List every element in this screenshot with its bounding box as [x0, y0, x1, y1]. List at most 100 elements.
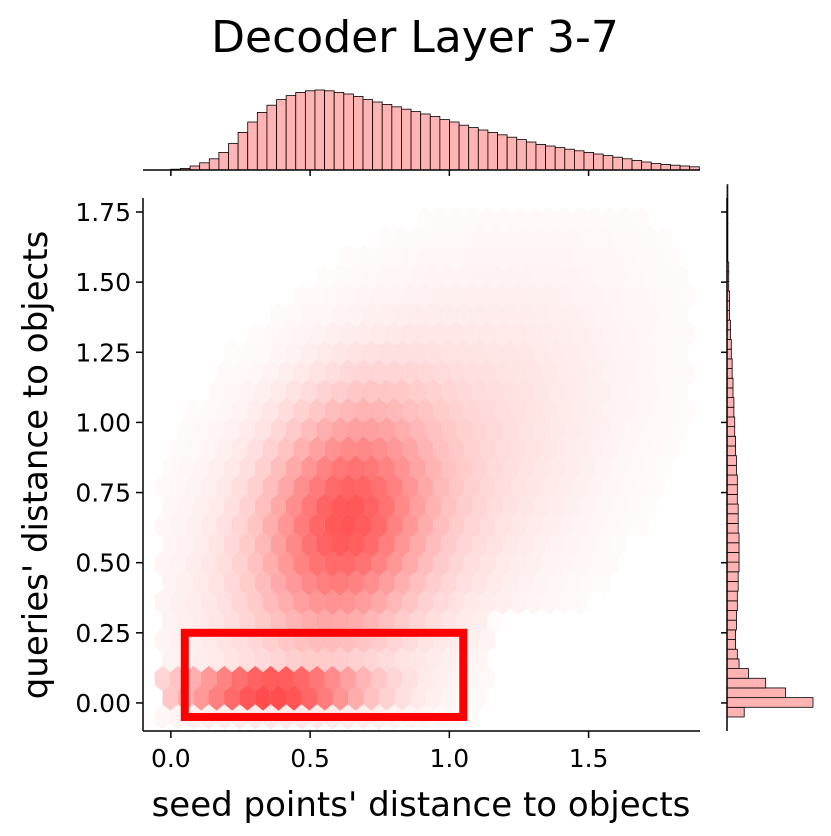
hexbin-cell [332, 302, 348, 328]
hexbin-cell [448, 283, 464, 309]
hexbin-cell [224, 417, 240, 443]
hexbin-cell [324, 665, 341, 692]
y-tick-label: 1.75 [75, 198, 131, 227]
x-marginal-bar [449, 121, 460, 171]
hexbin-cell [502, 340, 518, 366]
hexbin-cell [440, 455, 457, 481]
hexbin-cell [610, 302, 627, 328]
hexbin-cell [201, 551, 217, 577]
hexbin-cell [332, 417, 348, 443]
hexbin-cell [487, 340, 503, 366]
hexbin-cell [378, 493, 395, 520]
x-marginal-bar [573, 150, 585, 171]
hexbin-cell [286, 493, 302, 520]
hexbin-cell [440, 570, 457, 596]
hexbin-cell [471, 493, 488, 520]
hexbin-cell [270, 417, 287, 443]
x-marginal-bar [545, 145, 556, 171]
hexbin-cell [564, 455, 580, 481]
hexbin-cell [317, 417, 333, 443]
hexbin-cell [332, 531, 348, 558]
hexbin-cell [579, 302, 596, 328]
hexbin-cell [332, 455, 348, 481]
x-marginal-bar [256, 112, 268, 171]
hexbin-cell [224, 531, 240, 558]
hexbin-cell [417, 436, 433, 462]
hexbin-cell [332, 685, 348, 711]
hexbin-cell [293, 474, 310, 500]
hexbin-cell [363, 608, 379, 634]
x-tick-label: 1.0 [429, 744, 469, 773]
y-marginal-bar [726, 581, 739, 592]
hexbin-cell [332, 378, 348, 405]
hexbin-cell [247, 436, 263, 462]
y-marginal-bar [726, 532, 740, 544]
y-tick-label: 1.00 [75, 408, 131, 437]
hexbin-cell [394, 685, 410, 711]
y-tick-label: 1.50 [75, 268, 131, 297]
hexbin-cell [433, 359, 449, 386]
y-marginal-bar [726, 406, 735, 418]
hexbin-cell [386, 436, 403, 462]
y-axis-label: queries' distance to objects [16, 231, 56, 700]
hexbin-cell [347, 455, 364, 481]
hexbin-density [154, 244, 634, 730]
hexbin-cell [317, 570, 333, 596]
hexbin-cell [440, 417, 457, 443]
hexbin-cell [340, 397, 356, 424]
hexbin-cell [487, 302, 503, 328]
hexbin-cell [224, 685, 240, 711]
x-marginal-bar [304, 90, 316, 171]
hexbin-cell [448, 321, 464, 347]
hexbin-cell [363, 302, 379, 328]
hexbin-cell [177, 531, 194, 558]
hexbin-cell [185, 512, 202, 539]
hexbin-cell [494, 397, 511, 424]
hexbin-cell [471, 570, 488, 596]
hexbin-cell [394, 531, 410, 558]
hexbin-cell [409, 302, 426, 328]
hexbin-cell [556, 321, 573, 347]
x-marginal-bar [554, 147, 566, 171]
hexbin-cell [347, 340, 364, 366]
hexbin-cell [278, 436, 294, 462]
hexbin-cell [502, 263, 518, 290]
hexbin-cell [355, 589, 372, 615]
hexbin-cell [301, 493, 318, 520]
hexbin-cell [232, 551, 248, 577]
hexbin-cell [293, 359, 310, 386]
hexbin-cell [355, 359, 372, 386]
hexbin-cell [332, 570, 348, 596]
hexbin-cell [463, 397, 480, 424]
x-marginal-bar [324, 90, 335, 171]
hexbin-cell [247, 512, 263, 539]
hexbin-cell [587, 283, 603, 309]
hexbin-cell [363, 340, 379, 366]
x-marginal-bar [458, 124, 470, 171]
hexbin-cell [363, 417, 379, 443]
x-marginal-ticks [170, 170, 590, 176]
hexbin-cell [525, 551, 542, 577]
x-marginal-bar [622, 158, 633, 171]
hexbin-cell [386, 283, 403, 309]
hexbin-cell [533, 263, 549, 290]
hexbin-cell [255, 570, 271, 596]
hexbin-cell [278, 551, 294, 577]
hexbin-cell [587, 436, 603, 462]
hexbin-cell [371, 436, 387, 462]
hexbin-cell [518, 378, 534, 405]
x-marginal-bar [602, 155, 614, 171]
hexbin-cell [595, 455, 611, 481]
hexbin-cell [564, 340, 580, 366]
hexbin-cell [402, 359, 418, 386]
hexbin-cell [518, 570, 534, 596]
hexbin-cell [340, 321, 356, 347]
x-marginal-bar [506, 136, 518, 171]
hexbin-cell [247, 397, 263, 424]
hexbin-cell [409, 608, 426, 634]
hexbin-cell [193, 493, 209, 520]
hexbin-cell [309, 589, 325, 615]
hexbin-cell [502, 531, 518, 558]
hexbin-cell [278, 589, 294, 615]
hexbin-cell [378, 340, 395, 366]
